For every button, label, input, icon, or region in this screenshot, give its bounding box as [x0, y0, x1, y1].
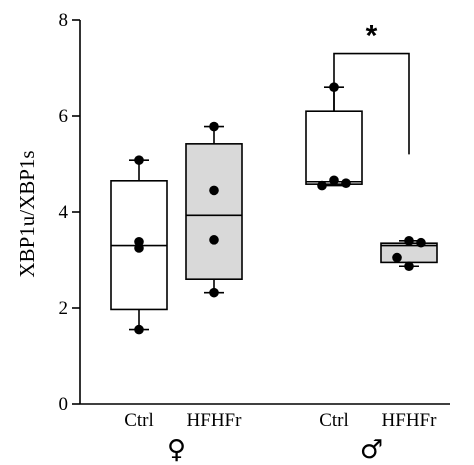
- group-4-point: [404, 261, 414, 272]
- group-4-point: [392, 252, 402, 263]
- group-4-point: [404, 236, 414, 246]
- group-4-point: [416, 237, 426, 248]
- female-symbol: ♀: [167, 435, 186, 465]
- category-label-2: HFHFr: [187, 410, 243, 431]
- significance-bracket: *: [333, 20, 410, 155]
- y-tick-label-2: 2: [59, 298, 69, 319]
- data-points: [134, 82, 426, 335]
- group-1-point: [134, 324, 144, 335]
- box-plots: [110, 86, 438, 331]
- category-label-3: Ctrl: [319, 410, 349, 431]
- category-label-1: Ctrl: [124, 410, 154, 431]
- y-tick-label-8: 8: [59, 10, 69, 31]
- group-3-point: [341, 178, 351, 188]
- significance-line: [333, 52, 410, 155]
- significance-star: *: [366, 20, 378, 53]
- male-symbol: ♂: [360, 435, 383, 465]
- group-3-point: [317, 180, 327, 191]
- group-1-point: [134, 243, 144, 253]
- group-3-box: [305, 110, 363, 185]
- group-2-box: [185, 143, 243, 280]
- group-2-point: [209, 235, 219, 245]
- group-2-point: [209, 185, 219, 196]
- y-tick-label-6: 6: [59, 106, 69, 127]
- group-2-point: [209, 287, 219, 298]
- group-1-point: [134, 155, 144, 165]
- group-2-point: [209, 121, 219, 132]
- y-axis-label: XBP1u/XBP1s: [15, 150, 39, 277]
- category-label-4: HFHFr: [382, 410, 438, 431]
- y-tick-label-0: 0: [59, 394, 69, 415]
- group-3-point: [329, 175, 339, 186]
- category-labels: Ctrl HFHFr Ctrl HFHFr♀ ♂: [124, 410, 437, 465]
- y-tick-label-4: 4: [59, 202, 69, 223]
- axes: 0 2 4 6 8: [59, 10, 450, 415]
